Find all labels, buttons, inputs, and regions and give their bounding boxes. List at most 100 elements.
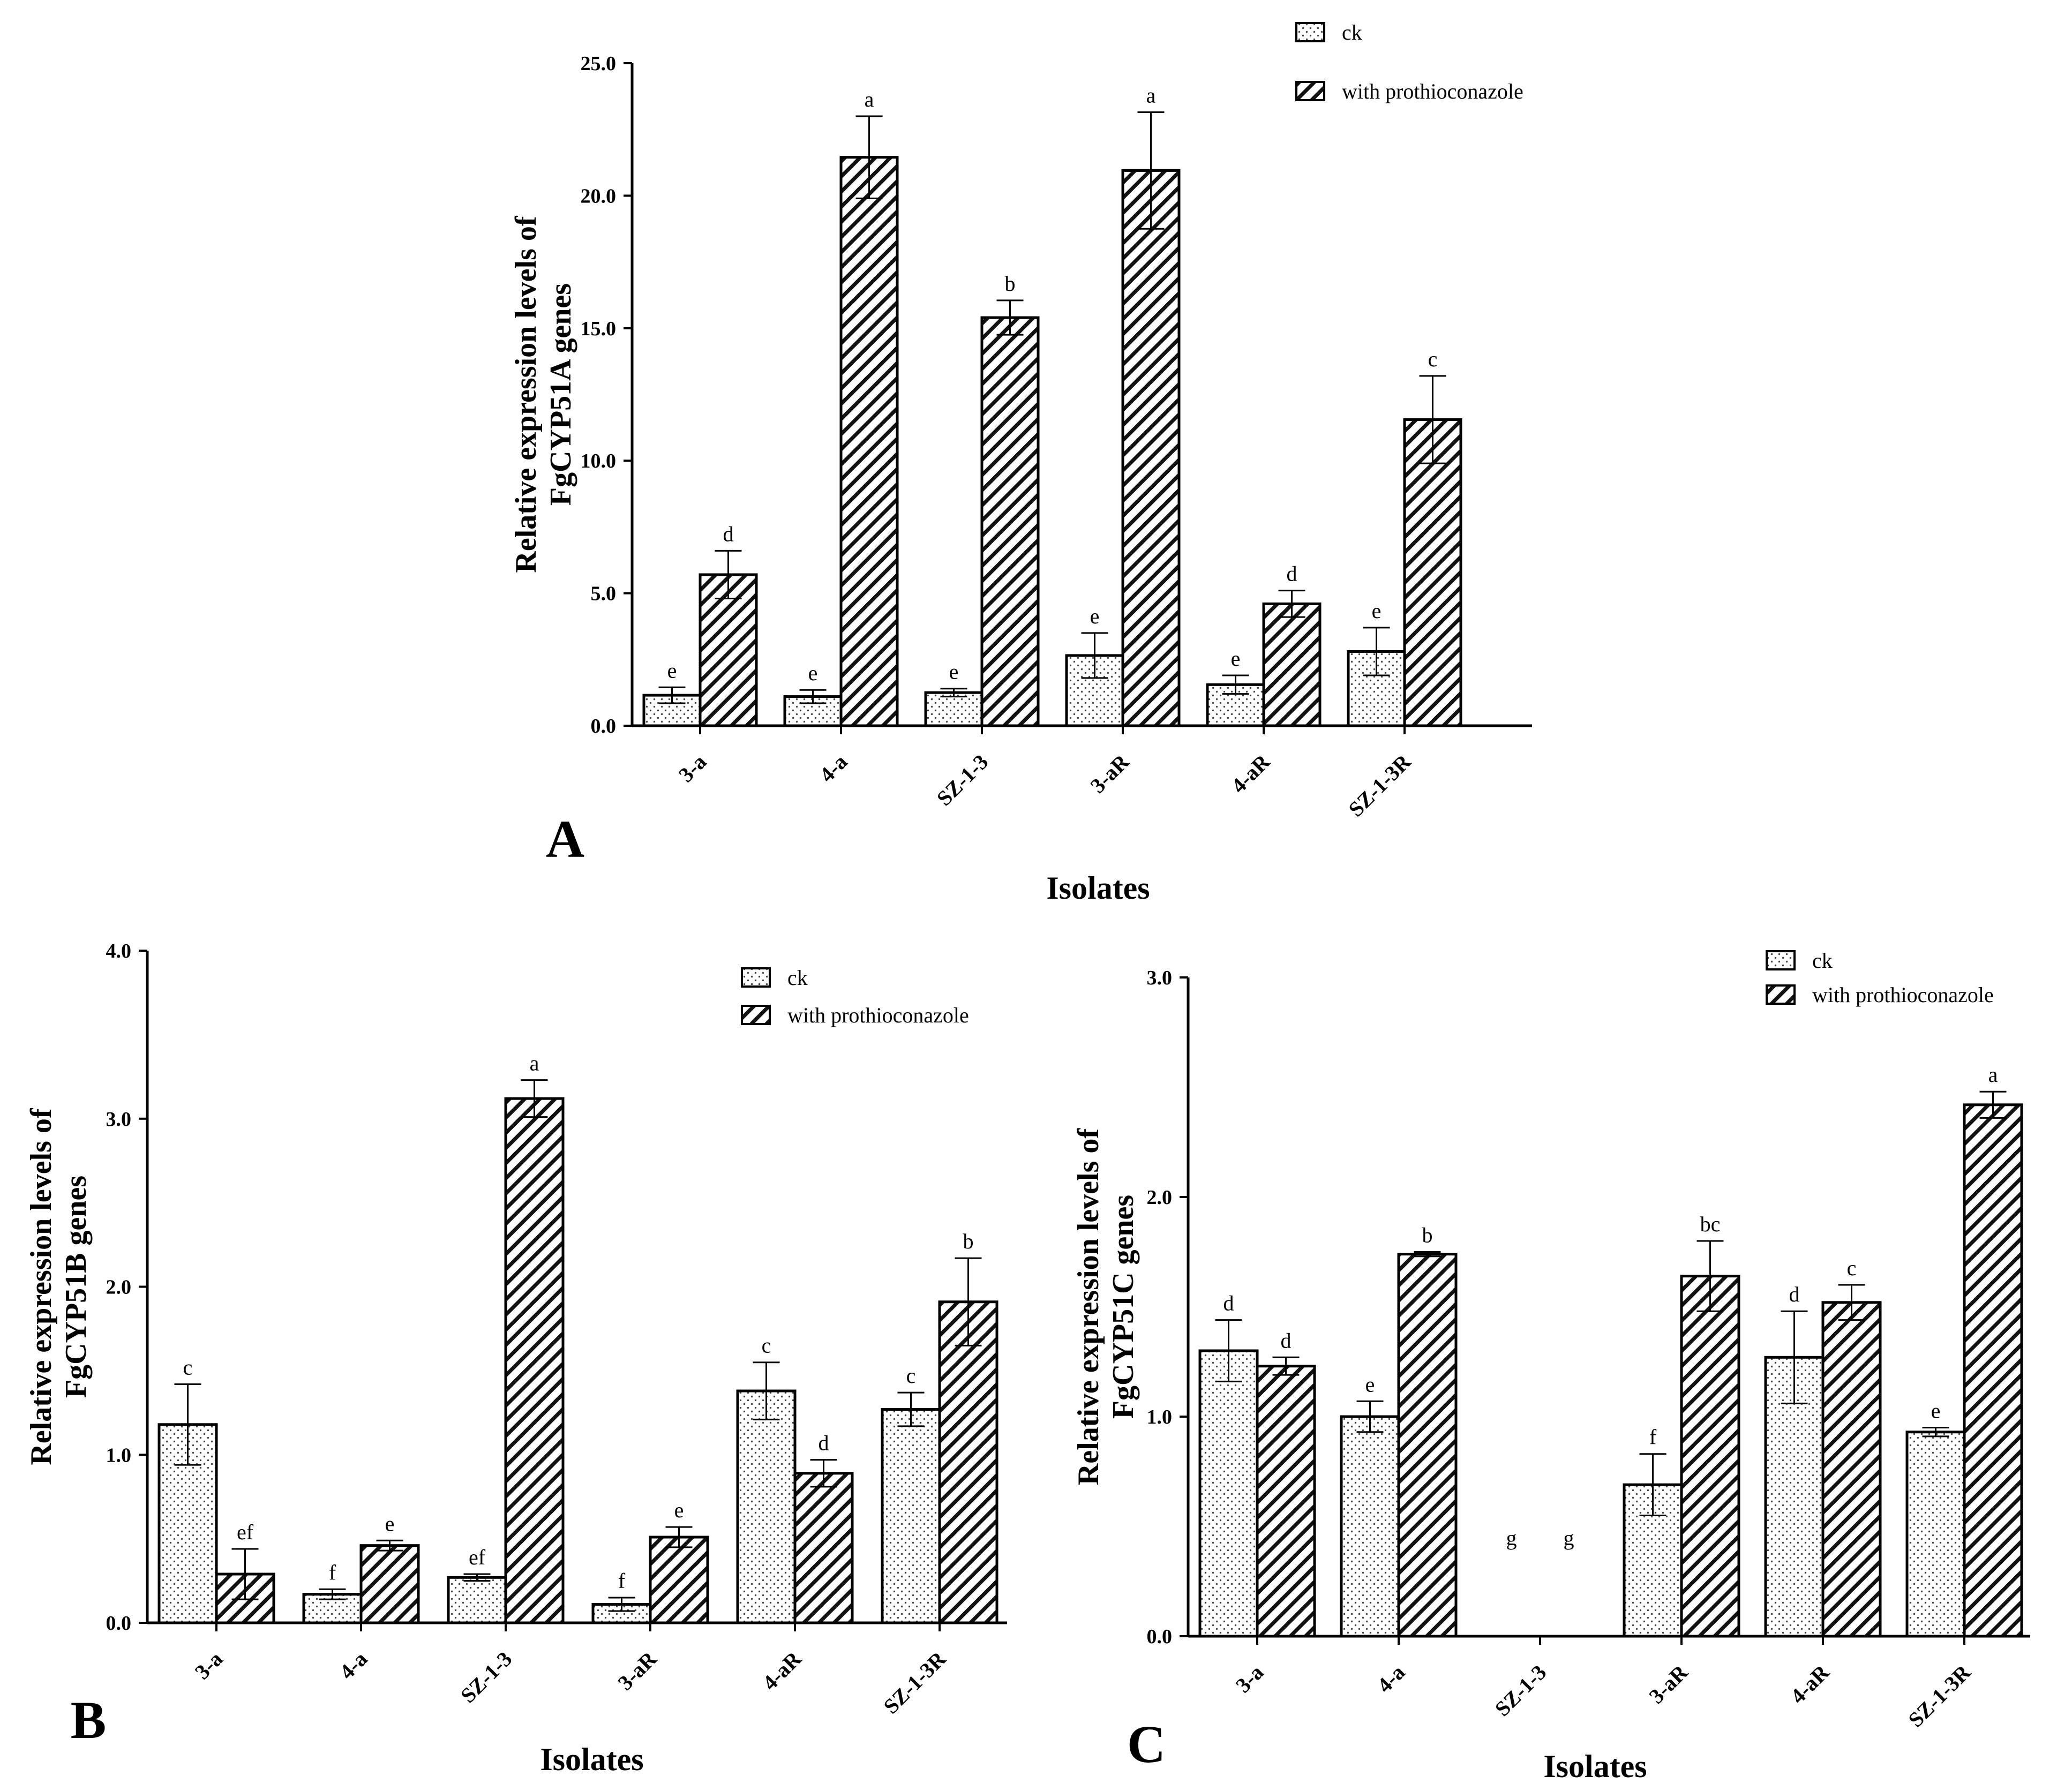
y-tick-label: 1.0 [1147,1406,1173,1428]
significance-letter: ef [237,1520,254,1544]
y-axis-title-line2: FgCYP51B genes [59,1176,93,1398]
y-tick-label: 0.0 [591,715,617,738]
significance-letter: e [1931,1399,1941,1423]
significance-letter: c [906,1364,916,1388]
x-tick-label: 3-aR [613,1646,662,1695]
significance-letter: bc [1700,1212,1721,1236]
legend-swatch-prothioconazole [1766,984,1796,1005]
panel-a-chart: 0.0 5.0 10.0 15.0 20.0 25.0 Relative expressio… [509,20,1532,906]
significance-letter: f [618,1569,626,1593]
x-tick-label: 4-a [1372,1660,1410,1698]
x-tick-label: SZ-1-3 [456,1647,517,1708]
bar-ck [1340,1415,1400,1638]
bar-ck [447,1576,507,1624]
x-tick-label: 4-aR [1785,1660,1834,1709]
significance-letter: e [1365,1372,1375,1396]
x-tick-label: 4-a [335,1647,372,1684]
legend-swatch-ck [741,967,771,988]
x-tick-label: SZ-1-3 [1490,1660,1551,1721]
significance-letter: g [1506,1526,1517,1550]
y-axis-title-line2: FgCYP51C genes [1107,1195,1140,1419]
bar-ck [1905,1431,1966,1638]
bar-ck [736,1389,797,1624]
x-tick-label: 3-a [190,1647,228,1684]
x-tick-label: 4-aR [1226,749,1275,798]
y-tick-label: 0.0 [1147,1626,1173,1648]
bar-prothioconazole [1262,602,1322,727]
y-tick-label: 3.0 [1147,967,1173,989]
significance-letter: f [1649,1425,1657,1449]
y-tick-label: 3.0 [106,1108,132,1131]
bar-prothioconazole [938,1300,999,1624]
y-axis-title-line1: Relative expression levels of [1072,1128,1105,1486]
bar-prothioconazole [649,1536,709,1624]
significance-letter: e [949,660,959,684]
significance-letter: a [1988,1063,1998,1087]
y-tick-label: 0.0 [106,1612,132,1635]
x-tick-label: 3-a [674,750,711,787]
bar-prothioconazole [793,1472,854,1624]
bar-prothioconazole [699,573,758,727]
significance-letter: d [723,522,734,546]
x-axis-title: Isolates [1543,1749,1647,1784]
x-tick-label: 4-aR [757,1646,806,1695]
significance-letter: d [1223,1291,1234,1315]
bar-prothioconazole [1963,1103,2023,1638]
significance-letter: a [1146,84,1156,108]
y-tick-label: 25.0 [581,52,617,75]
significance-letter: e [385,1511,395,1536]
significance-letter: b [963,1229,974,1253]
significance-letter: c [762,1334,771,1358]
panel-c-chart: 0.0 1.0 2.0 3.0 Relative expression levels o… [1072,949,2030,1784]
significance-letter: e [808,661,818,685]
y-axis-title-line1: Relative expression levels of [509,215,543,573]
legend-label-ck: ck [787,966,808,990]
x-tick-label: SZ-1-3R [1903,1660,1976,1732]
bar-prothioconazole [839,156,899,727]
y-tick-label: 5.0 [591,583,617,605]
bar-prothioconazole [1397,1253,1458,1638]
y-tick-label: 1.0 [106,1444,132,1466]
x-tick-label: SZ-1-3R [1343,749,1416,822]
significance-letter: b [1422,1223,1433,1247]
significance-letter: e [667,658,677,682]
legend-label-ck: ck [1342,20,1362,44]
panel-b-chart: 0.0 1.0 2.0 3.0 4.0 Relative expression level… [25,940,1007,1777]
bar-prothioconazole [1256,1365,1316,1638]
significance-letter: c [183,1355,193,1379]
significance-letter: g [1564,1526,1574,1550]
panel-label: C [1127,1714,1166,1774]
legend-swatch-prothioconazole [1295,81,1325,101]
bar-prothioconazole [1680,1275,1740,1638]
significance-letter: e [1090,604,1100,628]
legend-label-prothioconazole: with prothioconazole [1342,79,1523,103]
bar-ck [924,691,984,727]
legend-swatch-ck [1766,950,1796,970]
y-tick-label: 20.0 [581,185,617,207]
significance-letter: b [1005,272,1016,296]
bar-prothioconazole [1821,1301,1882,1638]
bar-ck [1198,1349,1259,1638]
y-tick-label: 15.0 [581,318,617,340]
significance-letter: c [1847,1256,1857,1280]
bar-prothioconazole [504,1097,565,1624]
bar-prothioconazole [1121,169,1181,727]
significance-letter: e [674,1498,684,1522]
significance-letter: a [530,1051,539,1075]
x-tick-label: 4-a [815,750,852,787]
legend-label-prothioconazole: with prothioconazole [787,1003,969,1027]
x-tick-label: 3-aR [1085,749,1134,798]
significance-letter: f [329,1560,336,1584]
y-axis-title-line1: Relative expression levels of [25,1108,58,1465]
legend-swatch-ck [1295,22,1325,42]
significance-letter: ef [469,1545,486,1569]
significance-letter: e [1231,646,1241,671]
y-tick-label: 10.0 [581,450,617,472]
y-tick-label: 4.0 [106,940,132,962]
bar-prothioconazole [359,1544,420,1624]
bar-ck [881,1408,941,1624]
x-tick-label: SZ-1-3R [879,1646,951,1719]
y-tick-label: 2.0 [106,1276,132,1299]
x-tick-label: 3-aR [1644,1660,1693,1709]
